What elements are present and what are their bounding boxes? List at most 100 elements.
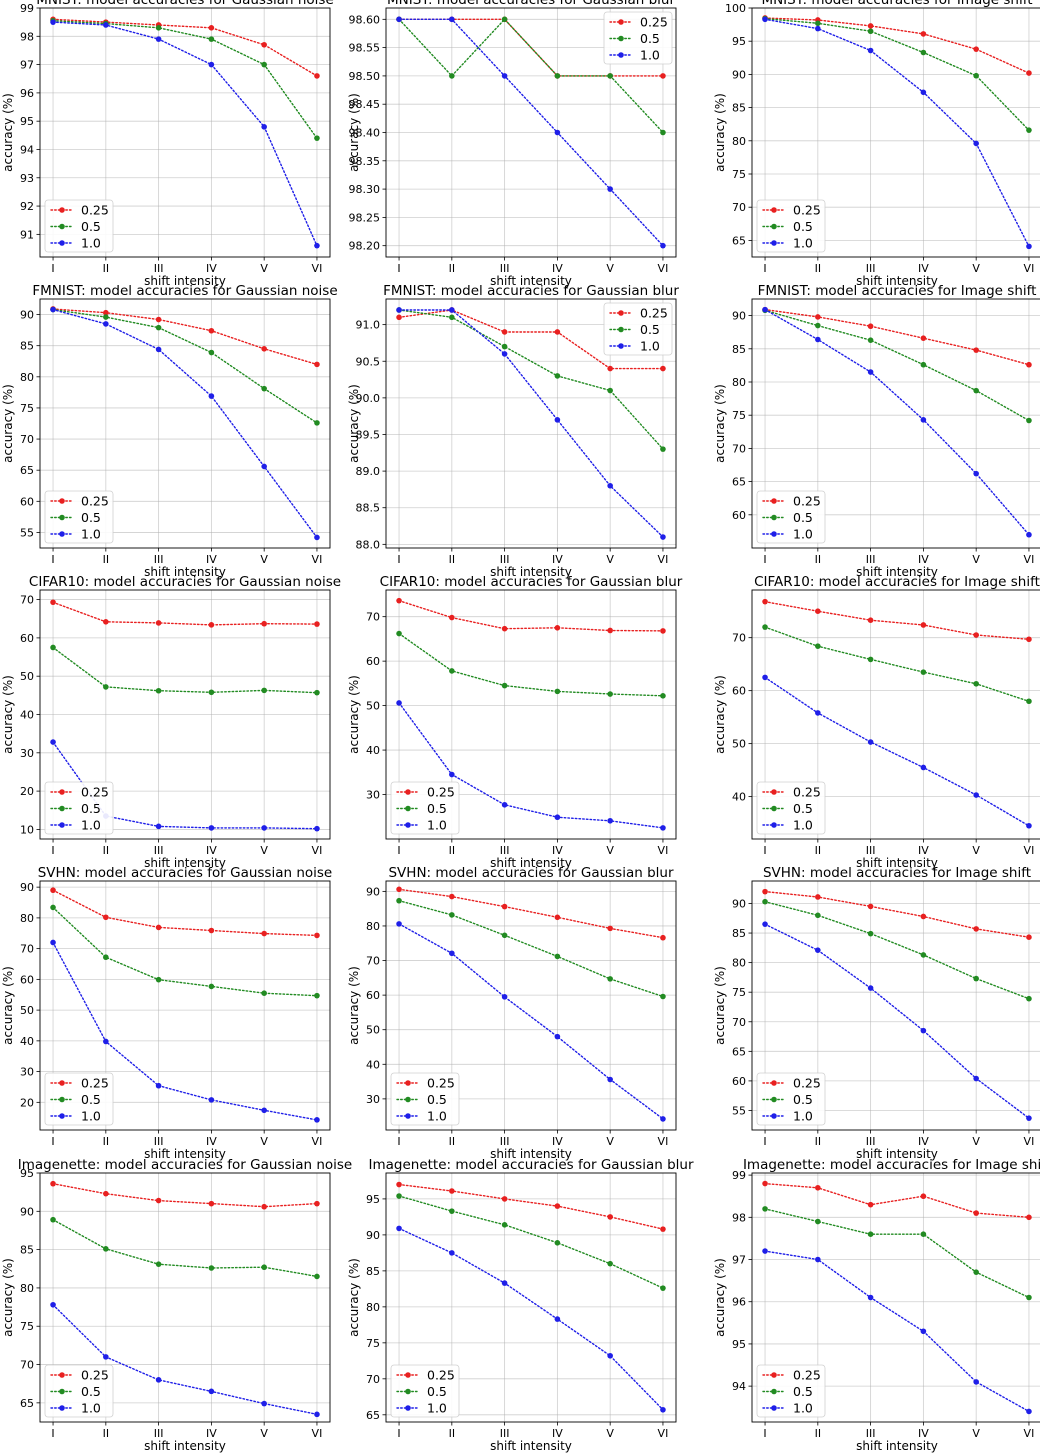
data-point-0.5: [554, 373, 561, 379]
y-tick-label: 70: [366, 611, 380, 624]
chart-title: MNIST: model accuracies for Gaussian noi…: [36, 0, 334, 8]
plot-frame: [751, 880, 1040, 1131]
data-point-0.5: [920, 952, 927, 958]
legend-swatch-marker: [59, 531, 65, 537]
data-point-1.0: [554, 1033, 561, 1040]
data-point-0.25: [973, 632, 979, 638]
series-line-1.0: [52, 1304, 318, 1416]
data-point-0.25: [1026, 1214, 1032, 1221]
data-point-0.5: [208, 1265, 215, 1271]
data-point-0.25: [920, 622, 927, 628]
chart-title: SVHN: model accuracies for Gaussian blur: [388, 865, 673, 881]
data-point-1.0: [815, 947, 821, 953]
data-point-1.0: [867, 1294, 874, 1301]
data-point-1.0: [449, 1250, 455, 1256]
data-point-0.5: [501, 932, 508, 939]
data-point-1.0: [660, 534, 666, 540]
data-point-0.5: [501, 1222, 508, 1228]
data-point-0.5: [314, 420, 320, 426]
data-point-0.5: [660, 1285, 666, 1291]
legend-swatch-marker: [405, 1388, 411, 1395]
data-point-1.0: [261, 463, 267, 470]
legend-swatch-marker: [618, 326, 624, 333]
x-tick-label: III: [500, 262, 510, 275]
data-point-0.25: [501, 903, 508, 910]
data-point-0.25: [208, 327, 215, 334]
x-axis-label: shift intensity: [856, 856, 938, 870]
data-point-1.0: [762, 306, 768, 313]
y-axis-label: accuracy (%): [347, 1258, 361, 1337]
x-tick-label: VI: [312, 262, 323, 275]
y-tick-label: 80: [366, 1301, 380, 1314]
data-point-1.0: [501, 1280, 508, 1286]
x-tick-label: VI: [1024, 553, 1035, 566]
y-tick-label: 98.25: [349, 211, 381, 224]
legend-swatch-marker: [59, 207, 65, 213]
data-point-0.25: [314, 621, 320, 627]
data-point-1.0: [155, 36, 162, 42]
y-tick-label: 30: [20, 747, 34, 760]
chart-title: SVHN: model accuracies for Gaussian nois…: [38, 865, 333, 881]
data-point-0.25: [396, 314, 402, 321]
data-point-0.5: [815, 643, 821, 649]
series-line-1.0: [52, 308, 318, 539]
x-tick-label: I: [763, 553, 766, 566]
legend-swatch-marker: [405, 1372, 411, 1378]
x-tick-label: V: [260, 1135, 268, 1148]
legend-label: 0.25: [81, 1076, 109, 1091]
data-point-0.5: [314, 689, 320, 696]
legend-label: 0.25: [640, 306, 668, 321]
legend-label: 0.5: [81, 801, 101, 816]
data-point-0.25: [554, 624, 561, 631]
legend-swatch-marker: [771, 531, 777, 537]
x-tick-label: V: [606, 1135, 614, 1148]
data-point-0.5: [396, 630, 402, 637]
x-tick-label: III: [154, 844, 164, 857]
y-tick-label: 96: [732, 1296, 746, 1309]
legend-swatch-marker: [618, 19, 624, 25]
data-point-0.5: [261, 61, 267, 68]
data-point-0.5: [103, 684, 109, 690]
x-tick-label: II: [815, 1427, 822, 1440]
series-line-0.5: [398, 309, 664, 450]
legend-swatch-marker: [405, 1080, 411, 1086]
legend-label: 0.5: [81, 510, 101, 525]
y-tick-label: 85: [732, 343, 746, 356]
data-point-0.25: [314, 1200, 320, 1207]
y-tick-label: 70: [732, 442, 746, 455]
legend-label: 0.5: [793, 1384, 813, 1399]
legend-box: [756, 1364, 826, 1418]
x-tick-label: IV: [206, 1427, 217, 1440]
data-point-1.0: [314, 242, 320, 249]
data-point-0.5: [396, 897, 402, 904]
y-tick-label: 75: [20, 402, 34, 415]
data-point-0.25: [815, 894, 821, 900]
data-point-1.0: [50, 939, 56, 946]
legend-swatch-marker: [771, 822, 777, 828]
legend-label: 0.25: [427, 1368, 455, 1383]
plot-frame: [385, 298, 677, 549]
data-point-1.0: [314, 825, 320, 832]
x-tick-label: IV: [552, 262, 563, 275]
y-tick-label: 98.45: [349, 98, 381, 111]
data-point-0.25: [867, 617, 874, 623]
series-line-0.25: [764, 890, 1030, 938]
legend-swatch-marker: [771, 514, 777, 521]
legend-label: 0.25: [793, 785, 821, 800]
legend-label: 1.0: [81, 818, 101, 833]
data-point-1.0: [314, 534, 320, 541]
data-point-1.0: [762, 921, 768, 927]
data-point-1.0: [660, 825, 666, 831]
data-point-0.25: [103, 309, 109, 316]
data-point-1.0: [554, 129, 561, 136]
legend-label: 0.25: [81, 494, 109, 509]
legend-swatch-marker: [59, 514, 65, 521]
x-tick-label: I: [763, 1427, 766, 1440]
data-point-1.0: [973, 470, 979, 477]
chart-title: SVHN: model accuracies for Image shift: [763, 865, 1031, 881]
data-point-0.25: [261, 41, 267, 48]
